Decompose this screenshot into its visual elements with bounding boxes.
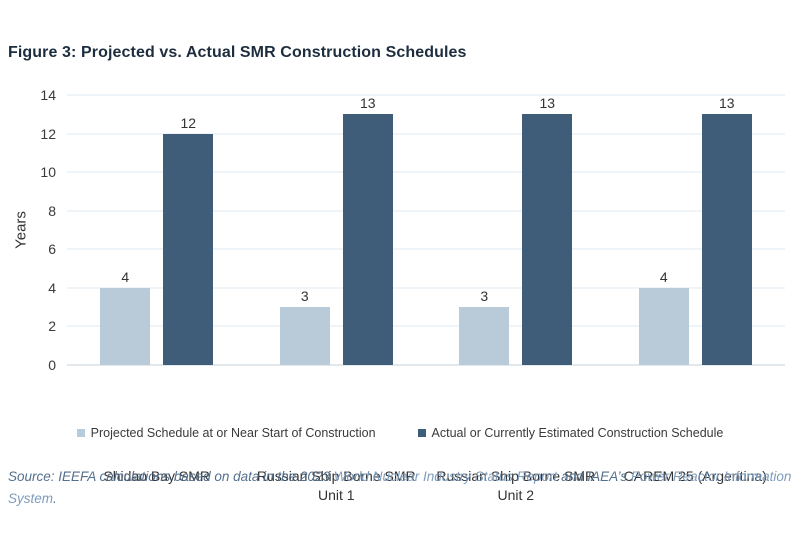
gridline-y6 xyxy=(67,248,785,250)
y-tick-label: 0 xyxy=(48,357,56,373)
gridline-y14 xyxy=(67,94,785,96)
source-text: and IAEA’s xyxy=(557,469,631,484)
bar-actual: 13 xyxy=(522,95,573,365)
gridline-y10 xyxy=(67,171,785,173)
gridline-y0 xyxy=(67,364,785,366)
bar-value-label: 13 xyxy=(359,95,376,112)
gridline-y8 xyxy=(67,210,785,212)
x-category-label: Shidao Bay SMR xyxy=(103,468,211,484)
bar-groups: 4 12 3 13 3 13 4 13 xyxy=(67,95,785,365)
y-tick-label: 12 xyxy=(40,125,56,142)
x-axis-labels: Shidao Bay SMR Russian Ship Borne SMR Uni… xyxy=(67,467,785,505)
bar-value-label: 4 xyxy=(659,268,668,285)
y-tick-label: 14 xyxy=(40,87,56,103)
bar-actual: 13 xyxy=(701,95,752,365)
bar-group: 4 13 xyxy=(606,95,786,365)
bar-actual: 13 xyxy=(342,95,393,365)
source-link-wnisr[interactable]: World Nuclear Industry Status Report xyxy=(333,469,558,484)
x-category-label: CAREM 25 (Argentina) xyxy=(623,468,767,484)
bar-projected: 4 xyxy=(638,269,689,365)
gridline-y12 xyxy=(67,133,785,135)
y-tick-label: 6 xyxy=(48,241,56,258)
legend-swatch-icon xyxy=(76,429,85,437)
y-tick-label: 4 xyxy=(48,279,56,296)
legend-label: Actual or Currently Estimated Constructi… xyxy=(431,426,724,440)
legend-label: Projected Schedule at or Near Start of C… xyxy=(90,426,376,440)
plot: Years 0 2 4 6 8 10 12 14 4 12 3 13 3 13 4 13 xyxy=(13,87,785,373)
y-axis-label: Years xyxy=(12,211,30,249)
y-tick-label: 2 xyxy=(48,318,56,335)
bar-actual: 12 xyxy=(163,115,214,365)
bar-group: 3 13 xyxy=(426,95,606,365)
bar-projected: 3 xyxy=(279,288,330,365)
chart-legend: Projected Schedule at or Near Start of C… xyxy=(0,426,800,440)
x-category-label: Russian Ship Borne SMR Unit 2 xyxy=(436,468,596,503)
source-note: Source: IEEFA calculations based on data… xyxy=(8,466,794,510)
source-text: . xyxy=(53,490,57,506)
legend-item-projected: Projected Schedule at or Near Start of C… xyxy=(76,426,376,440)
bar-group: 4 12 xyxy=(67,95,247,365)
gridline-y2 xyxy=(67,325,785,327)
bar-projected: 3 xyxy=(459,288,510,365)
figure-title: Figure 3: Projected vs. Actual SMR Const… xyxy=(8,44,467,61)
bar-value-label: 3 xyxy=(480,288,489,305)
bar-chart: Years 0 2 4 6 8 10 12 14 4 12 3 13 3 13 4 13 Shidao Bay… xyxy=(0,87,800,503)
bar-value-label: 13 xyxy=(539,95,556,112)
legend-item-actual: Actual or Currently Estimated Constructi… xyxy=(417,426,724,440)
y-tick-label: 8 xyxy=(48,202,56,219)
x-category-label: Russian Ship Borne SMR Unit 1 xyxy=(256,468,416,503)
bar-group: 3 13 xyxy=(247,95,427,365)
y-tick-label: 10 xyxy=(40,164,56,181)
bar-value-label: 13 xyxy=(718,95,735,112)
source-link-pris[interactable]: Power Reactor Information System xyxy=(8,469,792,506)
bar-value-label: 3 xyxy=(300,288,309,305)
bar-value-label: 4 xyxy=(121,268,130,285)
legend-swatch-icon xyxy=(417,429,426,437)
source-text: Source: IEEFA calculations based on data… xyxy=(8,469,334,484)
bar-value-label: 12 xyxy=(180,114,197,131)
bar-projected: 4 xyxy=(100,269,151,365)
gridline-y4 xyxy=(67,287,785,289)
